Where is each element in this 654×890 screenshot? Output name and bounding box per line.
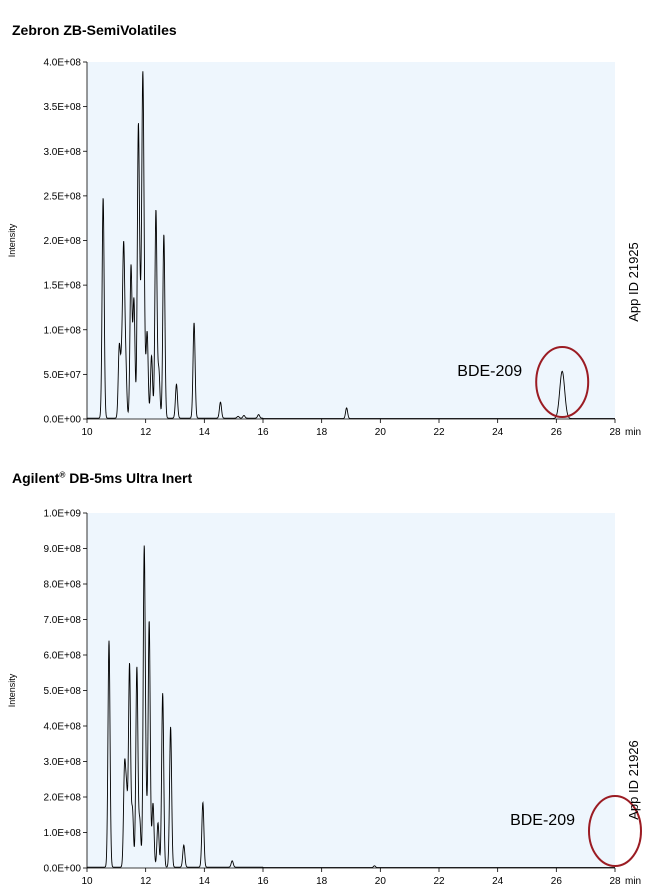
x-unit-label: min [625,427,641,438]
x-unit-label: min [625,876,641,887]
x-tick-label: 12 [140,876,152,887]
x-tick-label: 14 [199,876,211,887]
bde-209-highlight-circle [588,795,642,867]
app-id-label: App ID 21926 [626,740,641,820]
x-tick-label: 28 [609,427,621,438]
y-tick-label: 0.0E+00 [43,864,81,875]
chromatogram-agilent: 0.0E+00 1.0E+08 2.0E+08 3.0E+08 4.0E+08 5.0E+… [7,509,642,887]
x-tick-label: 20 [375,427,387,438]
registered-mark: ® [59,470,66,480]
x-tick-label: 22 [433,427,445,438]
x-tick-label: 18 [316,876,328,887]
chromatogram-trace [87,545,615,869]
y-tick-label: 9.0E+08 [43,544,81,555]
x-tick-label: 22 [433,876,445,887]
x-tick-label: 24 [492,427,504,438]
x-tick-label: 10 [81,427,93,438]
y-tick-label: 6.0E+08 [43,651,81,662]
y-tick-label: 4.0E+08 [43,58,81,69]
chart-title-zebron: Zebron ZB-SemiVolatiles [12,22,177,38]
x-tick-label: 24 [492,876,504,887]
y-tick-label: 2.0E+08 [43,793,81,804]
chart-title-text: Agilent [12,470,60,486]
x-tick-label: 14 [199,427,211,438]
bde-209-label: BDE-209 [457,363,522,380]
y-tick-label: 7.0E+08 [43,615,81,626]
y-tick-label: 8.0E+08 [43,580,81,591]
x-tick-label: 26 [551,427,563,438]
x-tick-label: 12 [140,427,152,438]
y-tick-label: 1.0E+09 [43,509,81,520]
plot-area [87,513,615,868]
chart-title-rest: DB-5ms Ultra Inert [65,470,193,486]
chromatogram-trace [87,71,615,420]
chart-title-text: Zebron ZB-SemiVolatiles [12,22,177,38]
y-tick-label: 3.0E+08 [43,757,81,768]
x-tick-label: 26 [551,876,563,887]
y-tick-label: 1.5E+08 [43,281,81,292]
y-tick-label: 2.5E+08 [43,191,81,202]
app-id-label: App ID 21925 [626,242,641,322]
y-axis-label: Intensity [7,673,17,707]
x-tick-label: 16 [257,427,269,438]
bde-209-highlight-circle [535,346,590,418]
y-tick-label: 4.0E+08 [43,722,81,733]
y-tick-label: 3.5E+08 [43,102,81,113]
x-tick-label: 18 [316,427,328,438]
y-tick-label: 0.0E+00 [43,415,81,426]
plot-area [87,62,615,419]
bde-209-label: BDE-209 [510,812,575,829]
y-axis-label: Intensity [7,223,17,257]
x-tick-label: 10 [81,876,93,887]
chromatogram-zebron: 0.0E+00 5.0E+07 1.0E+08 1.5E+08 2.0E+08 2.5E+… [7,58,641,439]
x-tick-label: 16 [257,876,269,887]
y-tick-label: 1.0E+08 [43,325,81,336]
y-tick-label: 5.0E+08 [43,686,81,697]
y-tick-label: 1.0E+08 [43,828,81,839]
y-tick-label: 2.0E+08 [43,236,81,247]
y-tick-label: 5.0E+07 [43,370,81,381]
chart-title-agilent: Agilent® DB-5ms Ultra Inert [12,470,192,486]
x-tick-label: 28 [609,876,621,887]
y-tick-label: 3.0E+08 [43,147,81,158]
x-tick-label: 20 [375,876,387,887]
